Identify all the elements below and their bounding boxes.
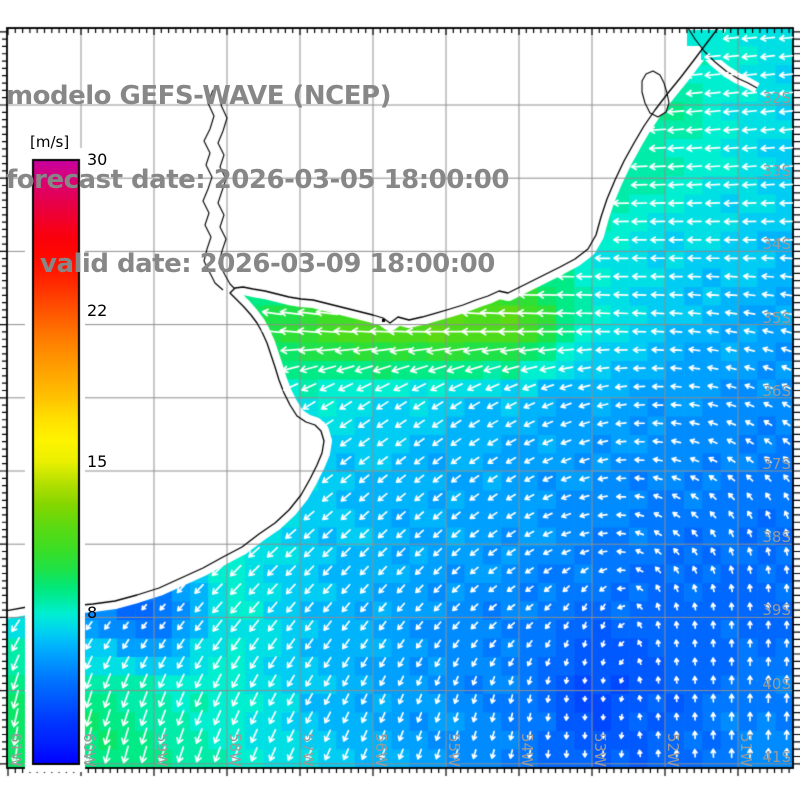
lat-label-36S: 36S [762, 381, 791, 400]
lon-label-60W: 60W [80, 733, 98, 767]
lat-label-37S: 37S [762, 455, 791, 473]
colorbar-tick-30: 30 [87, 150, 108, 169]
lat-label-41S: 41S [762, 747, 791, 766]
colorbar-tick-22: 22 [87, 301, 108, 320]
lat-label-32S: 32S [762, 89, 791, 107]
forecast-date: forecast date: 2026-03-05 18:00:00 [6, 165, 509, 195]
colorbar-tick-8: 8 [87, 603, 98, 622]
valid-date: valid date: 2026-03-09 18:00:00 [40, 249, 495, 279]
lat-label-35S: 35S [762, 308, 791, 327]
colorbar-unit-label: [m/s] [30, 133, 70, 151]
lon-label-52W: 52W [664, 733, 682, 767]
lon-label-53W: 53W [591, 733, 609, 767]
lon-label-57W: 57W [299, 733, 317, 767]
colorbar-tick-15: 15 [87, 452, 108, 471]
lon-label-54W: 54W [518, 733, 536, 767]
lon-label-61W: 61W [7, 733, 25, 767]
lat-label-38S: 38S [762, 528, 791, 547]
title-block: modelo GEFS-WAVE (NCEP) forecast date: 2… [6, 26, 509, 334]
lon-label-56W: 56W [372, 733, 390, 767]
lat-label-39S: 39S [762, 601, 791, 620]
lon-label-58W: 58W [226, 733, 244, 767]
lat-label-40S: 40S [762, 674, 791, 693]
lat-label-33S: 33S [762, 162, 791, 181]
model-title: modelo GEFS-WAVE (NCEP) [6, 81, 391, 111]
lat-label-34S: 34S [762, 235, 791, 254]
lon-label-55W: 55W [445, 733, 463, 767]
lon-label-59W: 59W [153, 733, 171, 767]
lon-label-51W: 51W [737, 733, 755, 767]
